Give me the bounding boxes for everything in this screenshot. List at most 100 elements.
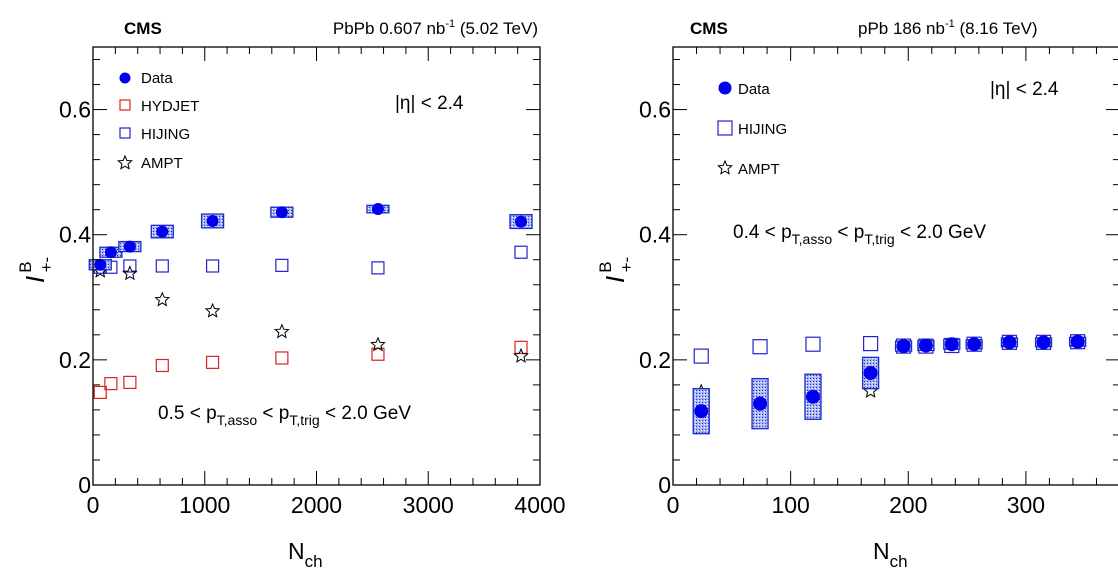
data-point [206, 214, 219, 227]
x-tick-label: 1000 [179, 492, 230, 518]
data-layer [88, 203, 533, 399]
x-title-main: N [288, 538, 305, 564]
ampt-point [204, 302, 221, 318]
legend-label-data: Data [738, 81, 770, 98]
hijing-point [752, 339, 768, 355]
ampt-point [121, 265, 138, 281]
pt-cut-sub2: T,trig [289, 412, 319, 428]
ampt-point [154, 291, 171, 307]
legend-marker-hijing [717, 120, 733, 136]
panel-ppb: 0 100 200 300 0 0.2 0.4 0.6 CMS pPb 186 nb-1 (8… [596, 18, 1118, 570]
y-tick-label: 0.6 [59, 97, 91, 123]
y-tick-label: 0 [658, 472, 671, 498]
hydjet-point [93, 385, 107, 399]
data-point [896, 339, 911, 354]
x-tick-label: 100 [771, 492, 809, 518]
data-point [967, 337, 982, 352]
data-point [104, 246, 117, 259]
data-point [515, 215, 528, 228]
header-luminosity: PbPb 0.607 nb-1 (5.02 TeV) [333, 18, 538, 38]
x-axis-title: Nch [288, 538, 323, 570]
plot-frame [672, 46, 1118, 486]
y-title-sub: +- [617, 257, 636, 273]
pt-cut-annotation: 0.5 < pT,asso < pT,trig < 2.0 GeV [158, 403, 411, 428]
y-tick-label: 0.4 [639, 222, 671, 248]
y-tick-label: 0.2 [639, 347, 671, 373]
data-point [694, 404, 709, 419]
pt-cut-annotation: 0.4 < pT,asso < pT,trig < 2.0 GeV [733, 222, 986, 247]
data-point [1002, 335, 1017, 350]
header-system: PbPb 0.607 nb [333, 19, 445, 38]
y-tick-label: 0.6 [639, 97, 671, 123]
ticks: 0 1000 2000 3000 4000 0 0.2 0.4 0.6 [59, 47, 566, 518]
legend-marker-hijing [119, 127, 131, 139]
x-tick-label: 3000 [403, 492, 454, 518]
hijing-point [275, 258, 289, 272]
pt-cut-sub2: T,trig [864, 231, 894, 247]
hydjet-point [155, 358, 169, 373]
header-lumi-exponent: -1 [445, 18, 455, 30]
hydjet-point [514, 340, 528, 354]
legend-marker-data [718, 81, 732, 95]
data-point [371, 203, 384, 216]
legend-label-hijing: HIJING [738, 121, 787, 138]
x-tick-label: 0 [87, 492, 100, 518]
y-title-sub: +- [37, 257, 56, 273]
hijing-point [514, 245, 528, 259]
hydjet-point [205, 355, 220, 369]
legend: Data HIJING AMPT [717, 81, 787, 178]
legend-marker-ampt [717, 159, 733, 175]
header-system: pPb 186 nb [858, 19, 945, 38]
data-point [156, 225, 169, 238]
pt-cut-sub1: T,asso [792, 231, 833, 247]
ticks: 0 100 200 300 0 0.2 0.4 0.6 [639, 47, 1118, 518]
legend-label-ampt: AMPT [141, 155, 183, 172]
pt-cut-part2: < p [832, 222, 864, 243]
x-tick-label: 300 [1007, 492, 1045, 518]
legend-label-data: Data [141, 70, 173, 87]
pt-cut-part1: 0.5 < p [158, 403, 217, 424]
data-point [1036, 335, 1051, 350]
header-experiment: CMS [690, 19, 728, 38]
pt-cut-part3: < 2.0 GeV [895, 222, 987, 243]
y-title-sup: B [596, 261, 615, 272]
y-tick-label: 0.2 [59, 347, 91, 373]
y-title-main: I [20, 276, 50, 283]
legend-label-ampt: AMPT [738, 161, 780, 178]
data-point [94, 258, 107, 271]
y-axis-title: IB +- [16, 257, 56, 283]
ampt-point [513, 347, 529, 363]
data-point [1070, 334, 1085, 349]
y-title-main: I [600, 276, 630, 283]
header-energy: (5.02 TeV) [455, 19, 538, 38]
legend: Data HYDJET HIJING AMPT [117, 70, 199, 172]
data-point [123, 240, 136, 253]
hydjet-point [275, 351, 289, 365]
eta-annotation: |η| < 2.4 [990, 79, 1059, 100]
legend-marker-data [119, 72, 131, 84]
header-lumi-exponent: -1 [945, 18, 955, 30]
data-point [944, 337, 959, 352]
data-layer [692, 334, 1087, 435]
hijing-point [205, 259, 220, 273]
hijing-point [123, 259, 137, 273]
y-tick-label: 0 [78, 472, 91, 498]
ampt-point [273, 323, 290, 339]
data-point [753, 396, 768, 411]
eta-annotation: |η| < 2.4 [395, 93, 464, 114]
hijing-point [155, 259, 169, 273]
hydjet-point [104, 377, 118, 391]
data-point [863, 365, 878, 380]
x-title-sub: ch [305, 552, 323, 570]
data-point [918, 338, 933, 353]
pt-cut-part2: < p [257, 403, 289, 424]
pt-cut-part1: 0.4 < p [733, 222, 792, 243]
legend-marker-ampt [117, 154, 133, 170]
legend-label-hydjet: HYDJET [141, 98, 199, 115]
x-tick-label: 0 [667, 492, 680, 518]
hijing-point [693, 348, 709, 364]
x-tick-label: 4000 [514, 492, 565, 518]
y-tick-label: 0.4 [59, 222, 91, 248]
x-tick-label: 200 [889, 492, 927, 518]
